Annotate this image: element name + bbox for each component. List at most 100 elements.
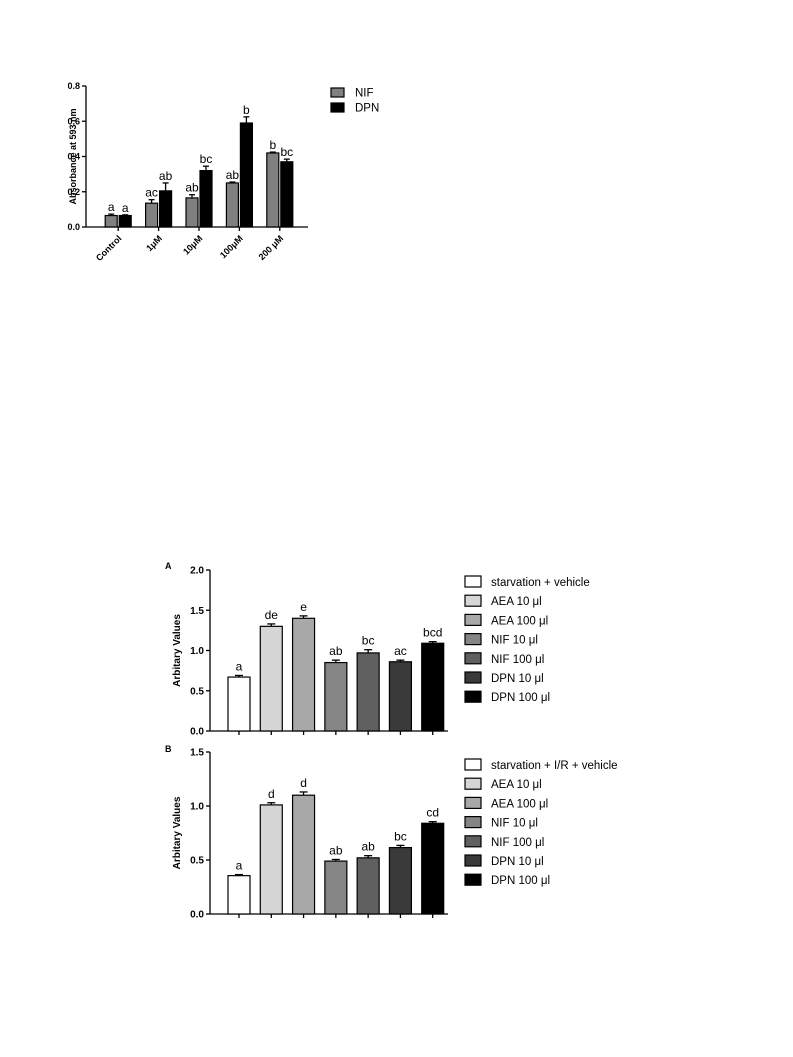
- panel-b-y-tick-label: 1.0: [190, 802, 204, 813]
- panel-a-bar: [227, 676, 251, 732]
- panel-b-y-tick-label: 1.5: [190, 748, 204, 759]
- panel-a-legend-swatch: [464, 652, 482, 665]
- panel-b-legend-label: NIF 10 μl: [491, 818, 538, 830]
- panel-a-y-tick-label: 2.0: [190, 566, 204, 577]
- panel-b-bar: [324, 860, 348, 915]
- panel-a-bar: [388, 661, 413, 732]
- panel-b-bar: [227, 875, 251, 915]
- panel-b-sig-label: ab: [361, 840, 375, 854]
- chart1-bar: [280, 161, 294, 228]
- panel-b-bar: [356, 857, 380, 915]
- chart1-bar: [145, 202, 159, 228]
- panel-a-legend-label: NIF 100 μl: [491, 654, 544, 666]
- panel-b-legend-swatch: [464, 835, 482, 848]
- chart1-sig-label: ac: [145, 186, 158, 200]
- chart1-sig-label: a: [108, 200, 115, 214]
- chart1-legend-label: NIF: [355, 88, 374, 100]
- chart1-x-tick-label: 200 μM: [257, 233, 286, 262]
- panel-a-y-tick-label: 0.0: [190, 727, 204, 738]
- panel-a-legend-swatch: [464, 632, 482, 646]
- panel-b-y-tick-label: 0.5: [190, 856, 204, 867]
- chart1-y-tick-label: 0.0: [67, 222, 80, 232]
- panel-a-legend-swatch: [464, 575, 482, 588]
- panel-b-legend-swatch: [464, 815, 482, 829]
- panel-a-sig-label: de: [265, 608, 279, 622]
- chart1-sig-label: a: [122, 201, 129, 215]
- chart1-bar: [118, 214, 132, 228]
- chart1-x-tick-label: 1μM: [144, 233, 164, 253]
- panel-a-sig-label: ab: [329, 644, 343, 658]
- panel-a-legend-swatch: [464, 690, 482, 703]
- panel-a-legend-swatch: [464, 613, 482, 627]
- panel-a-legend-label: AEA 100 μl: [491, 615, 548, 627]
- panel-b-legend-label: AEA 10 μl: [491, 779, 542, 791]
- chart1-sig-label: ab: [159, 169, 173, 183]
- panel-a-bar: [291, 617, 316, 732]
- panel-b-bar: [259, 804, 283, 915]
- panel-b-legend-label: starvation + I/R + vehicle: [491, 760, 618, 772]
- panel-b-y-axis-label: Arbitary Values: [172, 796, 183, 869]
- panel-a-legend-label: DPN 100 μl: [491, 692, 550, 704]
- chart1-x-tick-label: 10μM: [181, 233, 204, 256]
- panel-a-sig-label: e: [300, 600, 307, 614]
- panel-b-legend-label: DPN 100 μl: [491, 875, 550, 887]
- panel-a-legend-label: DPN 10 μl: [491, 673, 544, 685]
- panel-b-legend-label: DPN 10 μl: [491, 856, 544, 868]
- panel-b-label: B: [165, 744, 172, 754]
- panel-b-legend-swatch: [464, 758, 482, 771]
- panel-a-y-tick-label: 0.5: [190, 686, 204, 697]
- panel-b-sig-label: d: [300, 776, 307, 790]
- panel-a-sig-label: ac: [394, 644, 407, 658]
- panel-a-bar: [421, 642, 445, 732]
- chart1-bar: [199, 170, 213, 228]
- chart1-x-tick-label: Control: [94, 233, 124, 263]
- panel-b-sig-label: d: [268, 787, 275, 801]
- panel-a-legend-label: starvation + vehicle: [491, 577, 590, 589]
- chart1-legend-swatch: [330, 87, 345, 98]
- panel-a-legend-swatch: [464, 594, 482, 607]
- chart1-sig-label: bc: [200, 152, 213, 166]
- chart1-x-tick-label: 100μM: [218, 233, 245, 260]
- panel-b-legend-swatch: [464, 796, 482, 810]
- panel-a-bar: [356, 652, 380, 732]
- panel-a-legend-label: AEA 10 μl: [491, 596, 542, 608]
- panel-a-sig-label: bc: [362, 634, 375, 648]
- chart1-bar: [185, 197, 199, 228]
- panel-a-sig-label: a: [236, 659, 243, 673]
- chart1-y-tick-label: 0.4: [67, 152, 80, 162]
- panel-b-legend-label: NIF 100 μl: [491, 837, 544, 849]
- chart1-bar: [104, 214, 118, 228]
- panel-a-y-axis-label: Arbitary Values: [172, 614, 183, 687]
- panel-b-sig-label: a: [236, 859, 243, 873]
- panel-a-bar: [259, 625, 283, 732]
- panel-b-legend-swatch: [464, 777, 482, 790]
- panel-b-legend-swatch: [464, 873, 482, 886]
- chart1-legend-label: DPN: [355, 103, 379, 115]
- panel-b-bar: [291, 794, 316, 915]
- panel-a-bar: [324, 661, 348, 732]
- chart1-legend-swatch: [330, 102, 345, 113]
- chart1-bar: [159, 190, 173, 228]
- chart1-y-axis-label: Absorbance at 593 nm: [68, 108, 78, 204]
- chart1-bar: [239, 122, 253, 228]
- panel-a-legend-label: NIF 10 μl: [491, 635, 538, 647]
- panel-a-legend-swatch: [464, 671, 482, 684]
- chart1-bar: [266, 152, 280, 228]
- panel-b-bar: [388, 846, 413, 915]
- chart1-sig-label: bc: [280, 145, 293, 159]
- panel-b-legend-swatch: [464, 854, 482, 867]
- panel-b-sig-label: ab: [329, 843, 343, 857]
- panel-b-sig-label: bc: [394, 829, 407, 843]
- chart1-bar: [225, 182, 239, 228]
- panel-a-sig-label: bcd: [423, 626, 442, 640]
- chart1-sig-label: b: [269, 138, 276, 152]
- chart1-sig-label: ab: [226, 168, 240, 182]
- panel-b-y-tick-label: 0.0: [190, 910, 204, 921]
- panel-a-y-tick-label: 1.5: [190, 606, 204, 617]
- panel-b-legend-label: AEA 100 μl: [491, 798, 548, 810]
- panel-b-bar: [421, 822, 445, 915]
- chart1-y-tick-label: 0.8: [67, 81, 80, 91]
- chart1-y-tick-label: 0.2: [67, 187, 80, 197]
- chart1-sig-label: b: [243, 103, 250, 117]
